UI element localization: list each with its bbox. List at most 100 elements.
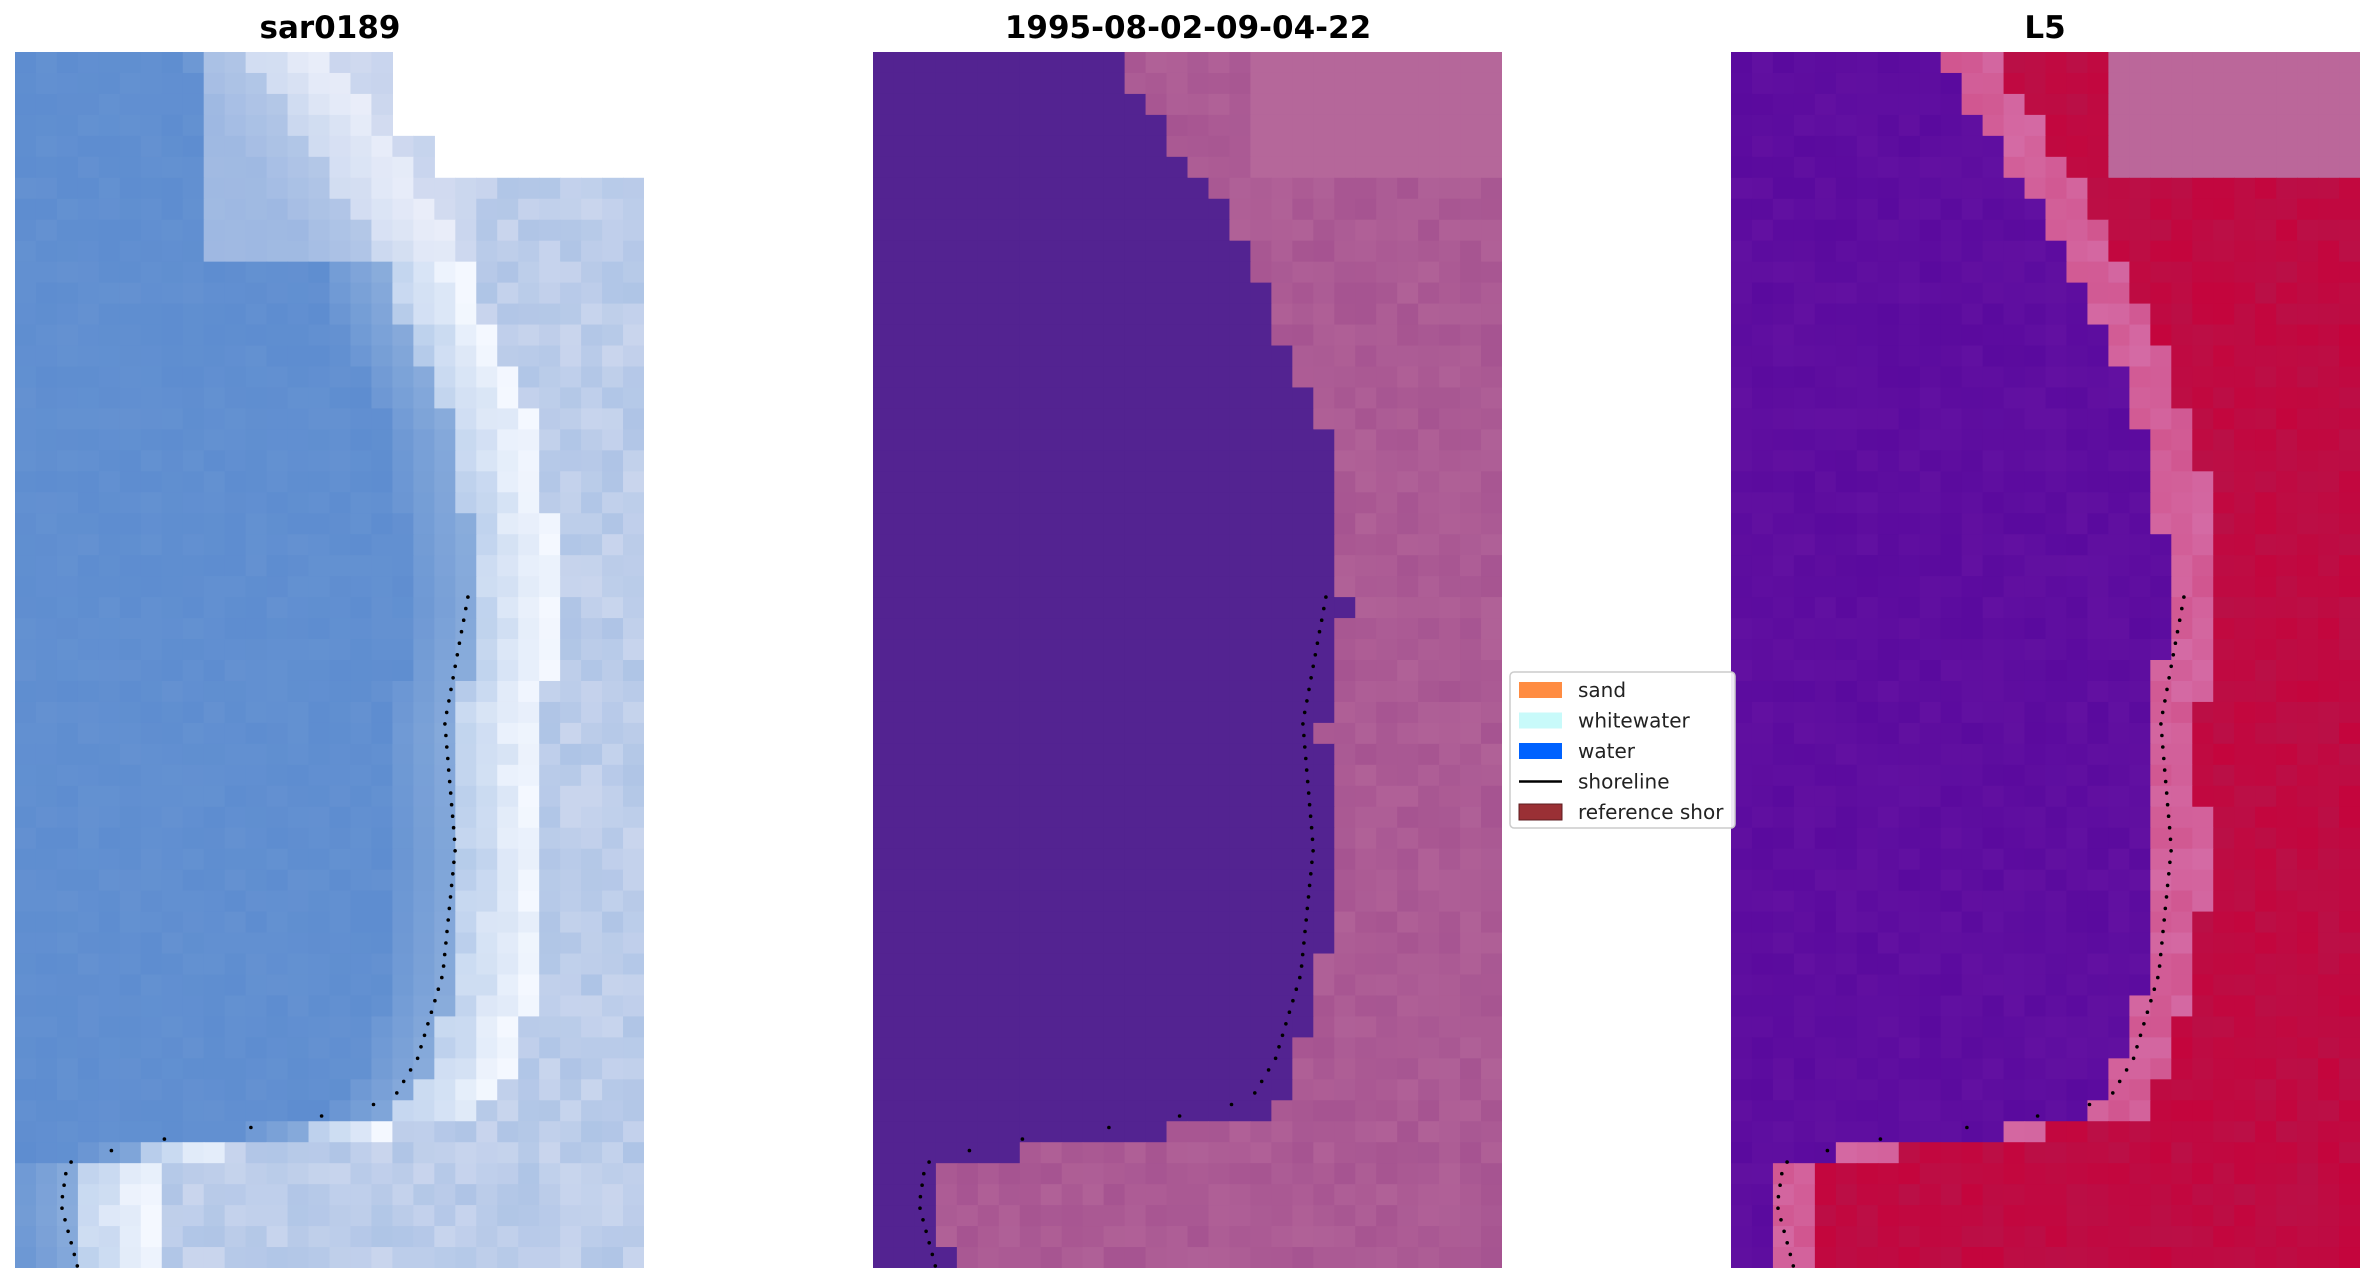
- pixel-cell: [182, 1205, 205, 1227]
- pixel-cell: [203, 387, 226, 410]
- pixel-cell: [56, 1247, 79, 1268]
- pixel-cell: [623, 806, 644, 829]
- pixel-cell: [2129, 345, 2151, 368]
- pixel-cell: [623, 1184, 644, 1206]
- pixel-cell: [1355, 1016, 1377, 1038]
- pixel-cell: [1731, 513, 1753, 535]
- pixel-cell: [2297, 1121, 2319, 1143]
- pixel-cell: [2108, 555, 2130, 577]
- pixel-cell: [2255, 408, 2277, 430]
- pixel-cell: [350, 429, 373, 451]
- pixel-cell: [1481, 1058, 1502, 1080]
- pixel-cell: [2066, 1121, 2089, 1143]
- pixel-cell: [2234, 534, 2256, 556]
- pixel-cell: [455, 680, 477, 703]
- pixel-cell: [1919, 722, 1942, 745]
- pixel-cell: [2297, 156, 2319, 179]
- pixel-cell: [203, 240, 226, 263]
- pixel-cell: [518, 597, 540, 619]
- pixel-cell: [434, 177, 456, 200]
- pixel-cell: [977, 639, 1000, 661]
- pixel-cell: [873, 701, 895, 724]
- pixel-cell: [15, 534, 37, 556]
- pixel-cell: [1271, 52, 1293, 74]
- pixel-cell: [140, 492, 163, 514]
- pixel-cell: [1145, 471, 1168, 493]
- pixel-cell: [1940, 806, 1963, 829]
- pixel-cell: [1187, 890, 1210, 913]
- pixel-cell: [1439, 764, 1461, 787]
- pixel-cell: [287, 848, 310, 871]
- pixel-cell: [476, 1184, 498, 1206]
- pixel-cell: [35, 324, 58, 347]
- pixel-cell: [455, 387, 477, 410]
- pixel-cell: [1208, 240, 1231, 263]
- pixel-cell: [1271, 618, 1293, 640]
- pixel-cell: [497, 764, 519, 787]
- pixel-cell: [161, 1205, 184, 1227]
- pixel-cell: [2066, 576, 2089, 598]
- pixel-cell: [1481, 303, 1502, 326]
- pixel-cell: [455, 576, 477, 598]
- pixel-cell: [935, 72, 958, 95]
- pixel-cell: [1856, 827, 1879, 850]
- pixel-cell: [539, 1142, 561, 1164]
- pixel-cell: [1814, 93, 1837, 116]
- pixel-cell: [2339, 869, 2360, 892]
- pixel-cell: [1898, 156, 1921, 179]
- pixel-cell: [2003, 639, 2026, 661]
- pixel-cell: [182, 1163, 205, 1185]
- pixel-cell: [98, 743, 121, 766]
- pixel-cell: [1313, 219, 1335, 242]
- pixel-cell: [56, 974, 79, 997]
- pixel-cell: [1940, 764, 1963, 787]
- pixel-cell: [914, 156, 937, 179]
- pixel-cell: [476, 1163, 498, 1185]
- pixel-cell: [1250, 471, 1272, 493]
- pixel-cell: [1124, 282, 1147, 305]
- pixel-cell: [956, 1163, 979, 1185]
- pixel-cell: [1397, 93, 1419, 116]
- pixel-cell: [1166, 72, 1189, 95]
- pixel-cell: [2192, 303, 2214, 326]
- pixel-cell: [1877, 52, 1900, 74]
- pixel-cell: [2234, 869, 2256, 892]
- pixel-cell: [2087, 660, 2109, 682]
- pixel-cell: [1355, 806, 1377, 829]
- pixel-cell: [1124, 618, 1147, 640]
- pixel-cell: [893, 911, 916, 934]
- pixel-cell: [77, 743, 100, 766]
- pixel-cell: [1061, 597, 1084, 619]
- pixel-cell: [2276, 513, 2298, 535]
- pixel-cell: [1439, 177, 1461, 200]
- pixel-cell: [1397, 408, 1419, 430]
- pixel-cell: [1292, 806, 1314, 829]
- pixel-cell: [1292, 1163, 1314, 1185]
- pixel-cell: [15, 827, 37, 850]
- pixel-cell: [2003, 869, 2026, 892]
- pixel-cell: [1751, 408, 1774, 430]
- pixel-cell: [497, 1142, 519, 1164]
- pixel-cell: [1103, 764, 1126, 787]
- pixel-cell: [977, 303, 1000, 326]
- pixel-cell: [1460, 303, 1482, 326]
- pixel-cell: [518, 345, 540, 368]
- pixel-cell: [1145, 743, 1168, 766]
- pixel-cell: [893, 1037, 916, 1059]
- pixel-cell: [1835, 1100, 1858, 1122]
- pixel-cell: [1982, 114, 2005, 137]
- pixel-cell: [2003, 261, 2026, 284]
- pixel-cell: [98, 1058, 121, 1080]
- pixel-cell: [1271, 1142, 1293, 1164]
- pixel-cell: [203, 995, 226, 1018]
- pixel-cell: [602, 534, 624, 556]
- pixel-cell: [2003, 387, 2026, 410]
- pixel-cell: [1271, 282, 1293, 305]
- pixel-cell: [560, 534, 582, 556]
- pixel-cell: [1187, 1037, 1210, 1059]
- pixel-cell: [956, 261, 979, 284]
- pixel-cell: [539, 408, 561, 430]
- pixel-cell: [1313, 198, 1335, 221]
- pixel-cell: [1814, 1121, 1837, 1143]
- pixel-cell: [56, 764, 79, 787]
